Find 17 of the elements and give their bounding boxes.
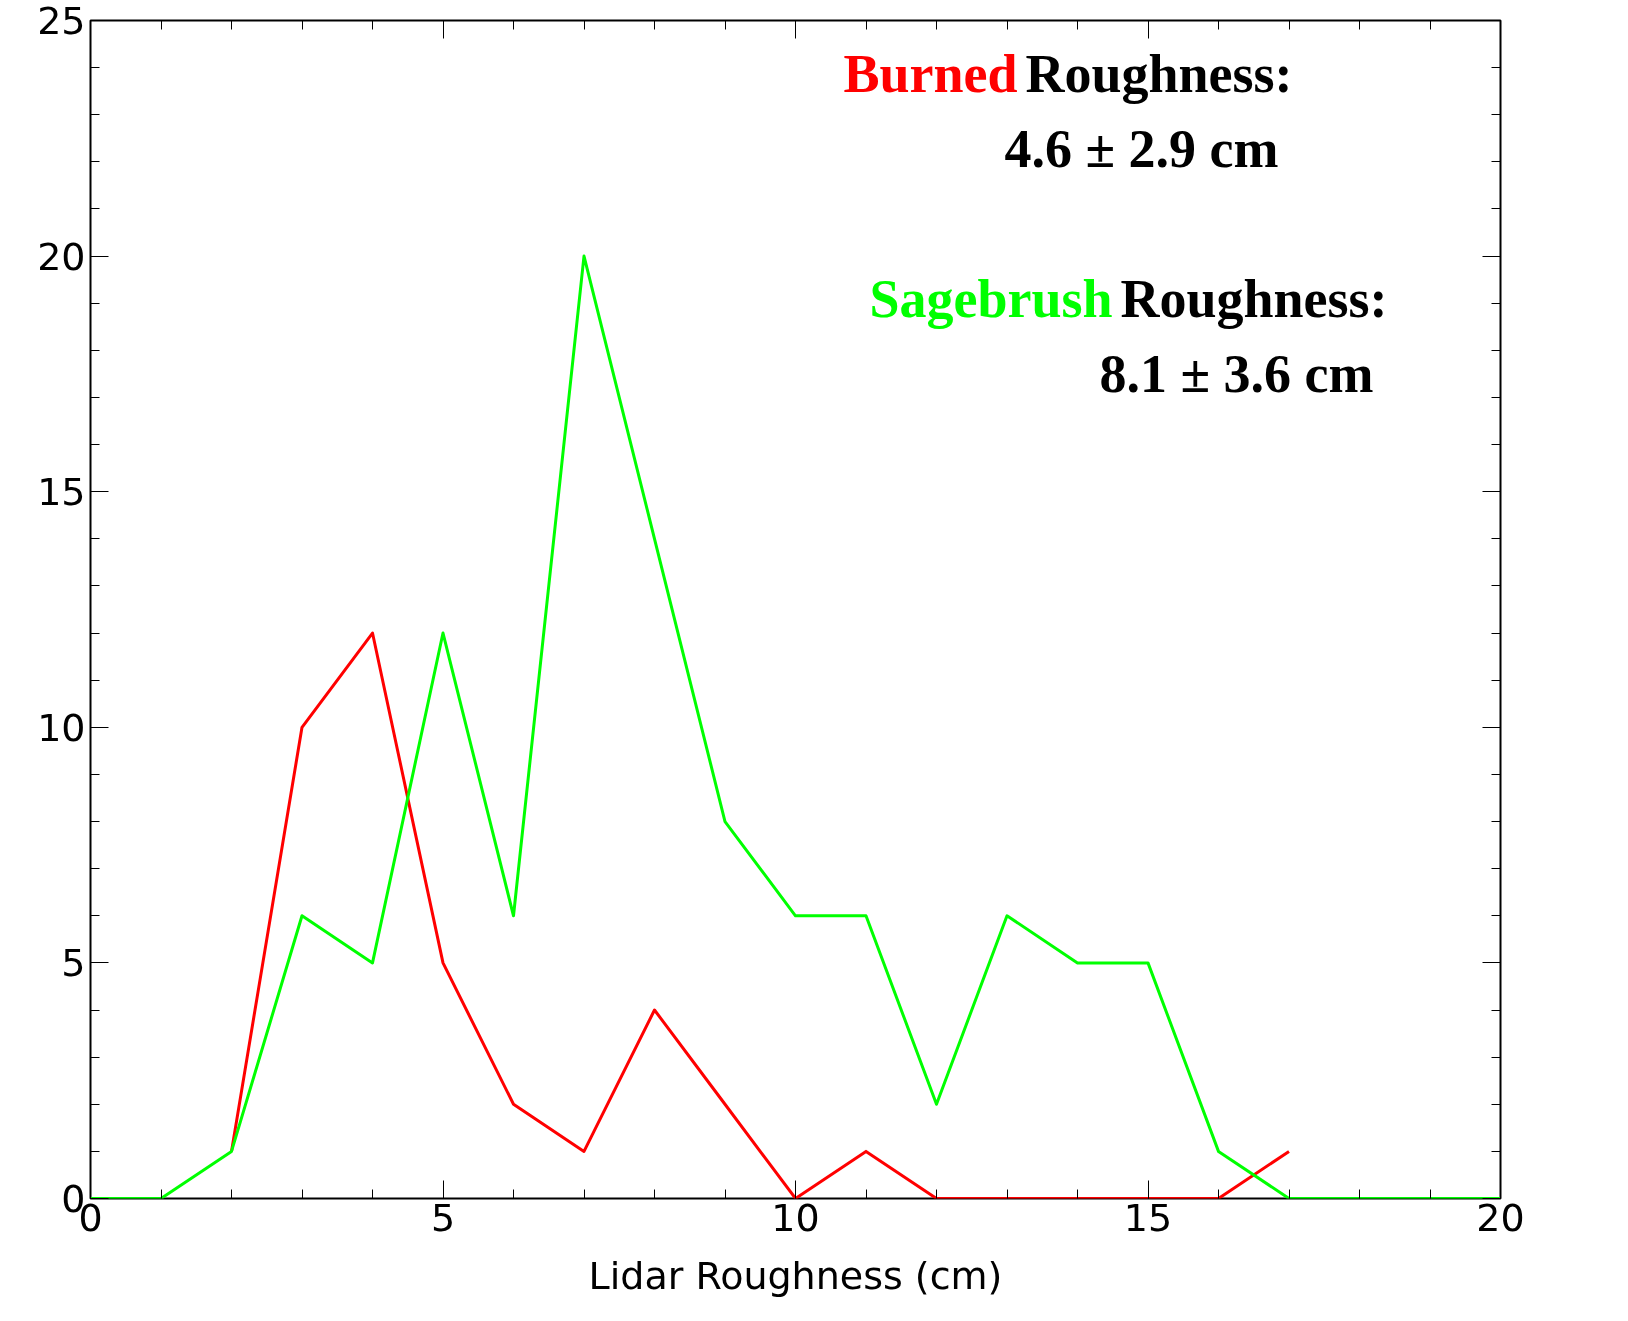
y-tick-label: 15	[37, 470, 86, 515]
y-tick-label: 20	[37, 234, 86, 279]
y-tick-label: 5	[61, 941, 86, 986]
text: Burned	[843, 43, 1018, 104]
x-tick-label: 10	[771, 1195, 820, 1240]
x-tick-label: 20	[1476, 1195, 1525, 1240]
annotation: 8.1 ± 3.6 cm	[1099, 343, 1374, 404]
x-tick-label: 5	[430, 1195, 456, 1240]
x-tick-label: 15	[1123, 1195, 1173, 1240]
y-tick-label: 10	[37, 705, 86, 750]
y-tick-label: 25	[37, 0, 86, 43]
text: Sagebrush	[869, 268, 1113, 329]
annotation: Roughness:	[1120, 268, 1388, 329]
annotation: 4.6 ± 2.9 cm	[1004, 118, 1279, 179]
x-axis-title: Lidar Roughness (cm)	[588, 1253, 1003, 1298]
line-series	[230, 631, 1291, 1199]
annotation: Roughness:	[1025, 43, 1293, 104]
